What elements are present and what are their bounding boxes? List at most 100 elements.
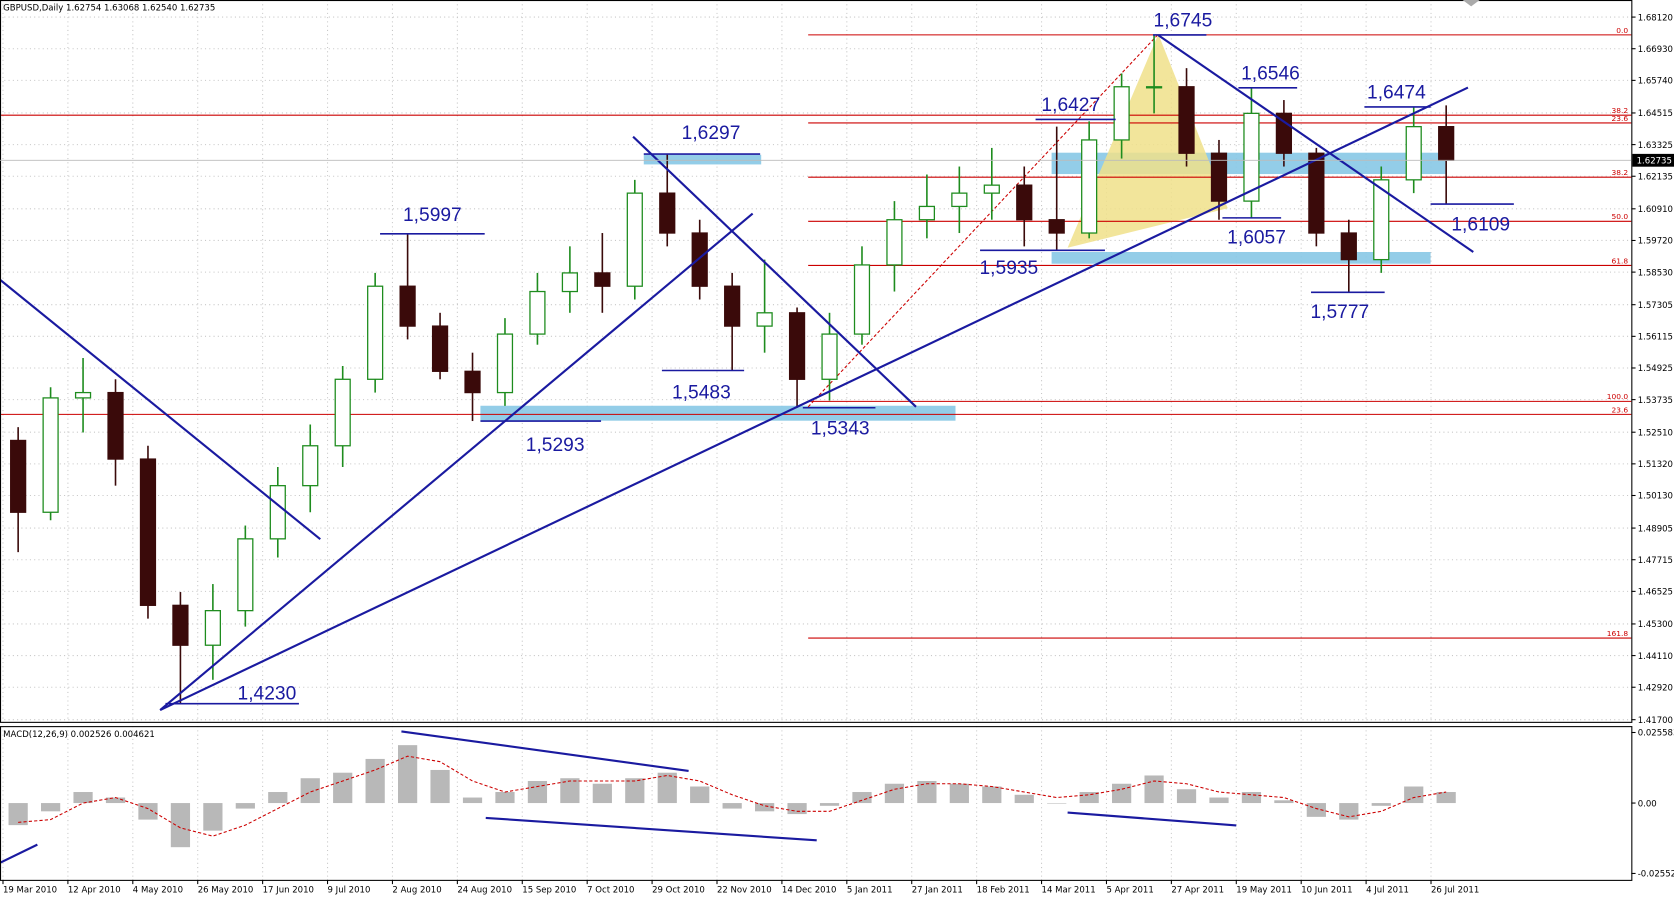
x-tick-label: 4 Jul 2011 bbox=[1366, 886, 1409, 896]
macd-y-tick-label: -0.02552 bbox=[1638, 870, 1674, 880]
candle-body bbox=[1048, 219, 1065, 234]
y-tick-label: 1.44110 bbox=[1638, 652, 1673, 662]
level-label: 1,4230 bbox=[238, 683, 297, 704]
x-tick-label: 24 Aug 2010 bbox=[457, 886, 512, 896]
macd-bar bbox=[755, 803, 775, 812]
candle-body bbox=[886, 219, 903, 266]
macd-bar bbox=[1209, 797, 1229, 804]
macd-bar bbox=[1112, 783, 1132, 804]
y-tick-label: 1.59720 bbox=[1638, 237, 1673, 247]
candle-body bbox=[821, 333, 838, 380]
candle-body bbox=[464, 370, 481, 394]
candle-body bbox=[107, 391, 124, 460]
x-tick-label: 19 Mar 2010 bbox=[3, 886, 57, 896]
macd-bar bbox=[8, 803, 28, 826]
fib-label: 23.6 bbox=[1611, 114, 1628, 123]
macd-bar bbox=[917, 780, 937, 804]
fib-label: 0.0 bbox=[1616, 26, 1628, 35]
fib-label: 38.2 bbox=[1611, 106, 1628, 115]
macd-bar bbox=[982, 786, 1002, 804]
macd-bar bbox=[73, 792, 93, 804]
macd-bar bbox=[365, 758, 385, 804]
macd-bar bbox=[333, 772, 353, 804]
trend-line bbox=[0, 278, 321, 541]
macd-bar bbox=[560, 778, 580, 804]
candle-body bbox=[74, 391, 92, 399]
macd-bar bbox=[592, 783, 612, 804]
y-tick-label: 1.51320 bbox=[1638, 460, 1673, 470]
x-tick-label: 5 Apr 2011 bbox=[1106, 886, 1153, 896]
macd-bar bbox=[170, 803, 191, 848]
macd-bar bbox=[105, 797, 126, 804]
x-tick-label: 26 Jul 2011 bbox=[1431, 886, 1479, 896]
y-tick-label: 1.66930 bbox=[1638, 45, 1673, 55]
candle-body bbox=[1405, 126, 1422, 181]
candle-body bbox=[1373, 179, 1390, 261]
candle-body bbox=[1210, 152, 1228, 202]
candle-body bbox=[269, 485, 286, 540]
macd-bar bbox=[1436, 792, 1456, 804]
level-label: 1,6109 bbox=[1451, 215, 1510, 236]
macd-bar bbox=[1176, 789, 1197, 804]
x-tick-label: 2 Aug 2010 bbox=[392, 886, 441, 896]
candle-body bbox=[983, 184, 1000, 194]
macd-signal bbox=[18, 755, 1447, 837]
last-price-label: 1.62735 bbox=[1637, 156, 1672, 166]
macd-bar bbox=[300, 778, 320, 804]
fib-label: 23.6 bbox=[1611, 405, 1628, 414]
candle-body bbox=[302, 445, 319, 487]
x-tick-label: 15 Sep 2010 bbox=[522, 886, 576, 896]
y-tick-label: 1.57305 bbox=[1638, 301, 1673, 311]
y-tick-label: 1.58530 bbox=[1638, 268, 1673, 278]
candle-body bbox=[42, 397, 59, 513]
candle-body bbox=[594, 272, 611, 287]
macd-bar bbox=[1371, 803, 1391, 806]
x-tick-label: 27 Apr 2011 bbox=[1171, 886, 1224, 896]
candle-body bbox=[659, 192, 676, 234]
level-label: 1,5935 bbox=[980, 258, 1039, 279]
level-label: 1,5997 bbox=[403, 205, 462, 226]
candle-body bbox=[561, 272, 578, 293]
level-label: 1,6427 bbox=[1041, 95, 1100, 116]
macd-bar bbox=[787, 803, 807, 815]
macd-y-tick-label: 0.025583 bbox=[1638, 729, 1674, 739]
candle-body bbox=[399, 285, 416, 327]
macd-bar bbox=[527, 780, 548, 804]
y-tick-label: 1.41700 bbox=[1638, 716, 1673, 726]
price-panel-frame bbox=[0, 0, 1633, 723]
trend-line bbox=[632, 135, 917, 408]
level-label: 1,5483 bbox=[672, 382, 731, 403]
y-tick-label: 1.46525 bbox=[1638, 588, 1673, 598]
macd-bar bbox=[884, 783, 905, 804]
x-tick-label: 27 Jan 2011 bbox=[912, 886, 963, 896]
support-zone bbox=[480, 405, 956, 421]
candle-body bbox=[1308, 152, 1325, 234]
macd-bar bbox=[722, 803, 742, 809]
fib-label: 100.0 bbox=[1607, 392, 1629, 401]
candle-body bbox=[1016, 184, 1033, 221]
macd-bar bbox=[852, 792, 872, 804]
trend-line bbox=[159, 212, 754, 711]
macd-bar bbox=[1274, 800, 1294, 804]
candle-body bbox=[788, 312, 806, 380]
macd-bar bbox=[462, 797, 483, 804]
x-tick-label: 12 Apr 2010 bbox=[68, 886, 121, 896]
fib-label: 50.0 bbox=[1611, 212, 1628, 221]
candle-body bbox=[1081, 139, 1098, 234]
macd-bar bbox=[235, 803, 255, 809]
macd-bar bbox=[690, 786, 710, 804]
y-tick-label: 1.50130 bbox=[1638, 492, 1673, 502]
macd-bar bbox=[657, 772, 677, 804]
candle-body bbox=[918, 205, 936, 221]
trend-line bbox=[1157, 34, 1474, 253]
candle-body bbox=[853, 264, 871, 335]
level-label: 1,6057 bbox=[1227, 227, 1286, 248]
fib-label: 38.2 bbox=[1611, 168, 1628, 177]
candle-body bbox=[756, 312, 773, 327]
y-tick-label: 1.56115 bbox=[1638, 333, 1673, 343]
y-tick-label: 1.42920 bbox=[1638, 683, 1673, 693]
chart-title: GBPUSD,Daily 1.62754 1.63068 1.62540 1.6… bbox=[3, 4, 215, 14]
candle-body bbox=[334, 378, 351, 447]
